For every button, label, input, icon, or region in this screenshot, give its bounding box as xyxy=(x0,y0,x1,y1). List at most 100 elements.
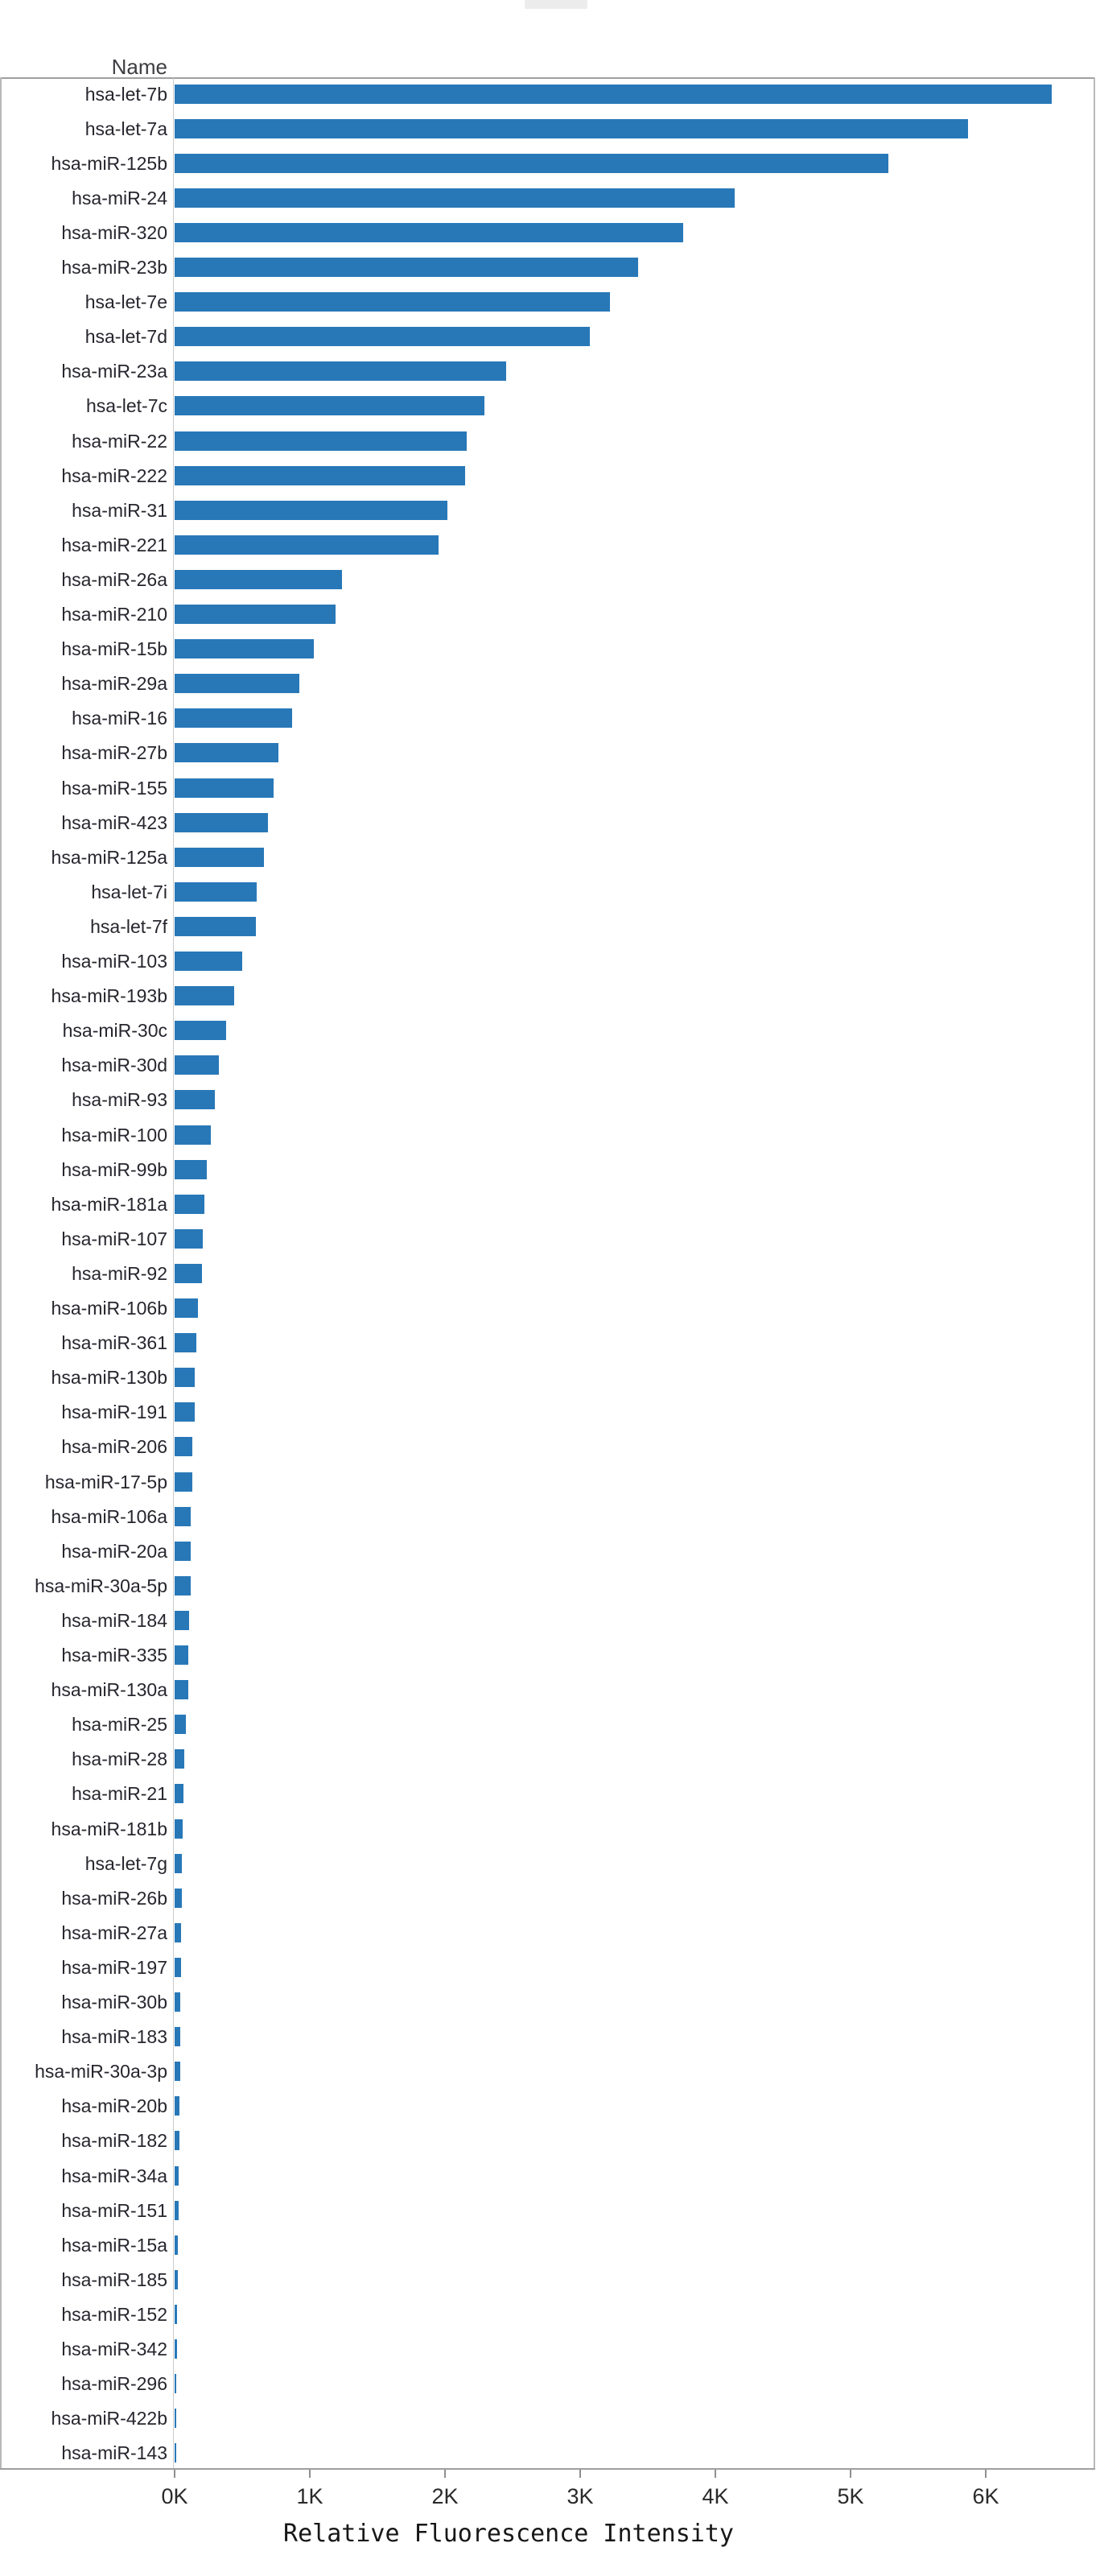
bar xyxy=(175,1541,191,1561)
bar xyxy=(175,2339,177,2359)
x-axis-tick-mark xyxy=(579,2470,581,2478)
bar xyxy=(175,361,506,382)
bar xyxy=(175,916,256,936)
x-axis-tick-mark xyxy=(444,2470,446,2478)
zero-baseline xyxy=(173,78,174,2469)
x-axis-tick-mark xyxy=(309,2470,311,2478)
row-label: hsa-miR-27a xyxy=(61,1922,167,1943)
bar xyxy=(175,2096,179,2116)
row-label: hsa-miR-16 xyxy=(72,708,167,729)
bar xyxy=(175,258,638,277)
bar xyxy=(175,2027,180,2047)
bar xyxy=(175,1575,191,1596)
bar xyxy=(175,2200,179,2220)
x-axis-title: Relative Fluorescence Intensity xyxy=(283,2520,734,2548)
bar xyxy=(175,1263,202,1283)
row-label: hsa-miR-15b xyxy=(61,638,167,660)
x-axis-tick-label: 0K xyxy=(161,2484,188,2508)
bar xyxy=(175,1228,203,1249)
row-label: hsa-let-7d xyxy=(84,326,167,348)
row-label: hsa-miR-125b xyxy=(51,152,167,174)
bar xyxy=(175,952,242,971)
row-label: hsa-let-7g xyxy=(84,1852,167,1874)
bar xyxy=(175,2374,176,2394)
row-label: hsa-miR-197 xyxy=(61,1956,167,1978)
row-label: hsa-let-7b xyxy=(84,83,167,105)
row-label: hsa-miR-342 xyxy=(61,2339,167,2359)
bar xyxy=(175,1749,184,1769)
x-axis-tick-label: 2K xyxy=(431,2484,459,2508)
row-label: hsa-miR-23a xyxy=(61,361,167,382)
bar xyxy=(175,465,465,485)
bar xyxy=(175,847,264,867)
x-axis-tick-mark xyxy=(985,2470,987,2478)
x-axis-tick-label: 6K xyxy=(972,2484,999,2508)
bar xyxy=(175,812,268,832)
bar xyxy=(175,1298,198,1318)
name-column-header: Name xyxy=(111,55,167,79)
row-label: hsa-miR-31 xyxy=(72,499,167,521)
row-label: hsa-miR-15a xyxy=(61,2234,167,2256)
x-axis-tick-label: 1K xyxy=(296,2484,323,2508)
x-axis-tick-label: 5K xyxy=(837,2484,864,2508)
bar xyxy=(175,1021,226,1041)
bar xyxy=(175,1922,181,1942)
bar xyxy=(175,153,888,173)
row-label: hsa-let-7f xyxy=(90,915,167,937)
row-label: hsa-miR-30c xyxy=(62,1020,167,1042)
bar xyxy=(175,569,342,589)
row-label: hsa-miR-210 xyxy=(61,604,167,625)
x-axis-tick-label: 4K xyxy=(702,2484,729,2508)
row-label: hsa-miR-130b xyxy=(51,1367,167,1389)
row-label: hsa-miR-28 xyxy=(72,1748,167,1770)
row-label: hsa-miR-106a xyxy=(51,1505,167,1527)
row-label: hsa-miR-30a-5p xyxy=(35,1575,167,1596)
row-label: hsa-miR-107 xyxy=(61,1228,167,1249)
bar xyxy=(175,1368,195,1388)
row-label: hsa-miR-181a xyxy=(51,1193,167,1215)
row-label: hsa-miR-184 xyxy=(61,1609,167,1631)
bar xyxy=(175,1194,204,1214)
plot-top-border xyxy=(0,77,1095,79)
bar xyxy=(175,1957,181,1977)
row-label: hsa-miR-21 xyxy=(72,1783,167,1805)
row-label: hsa-miR-206 xyxy=(61,1436,167,1458)
row-label: hsa-miR-335 xyxy=(61,1645,167,1666)
bar xyxy=(175,743,278,763)
bar xyxy=(175,2165,179,2186)
bar xyxy=(175,1715,186,1735)
x-axis-tick-mark xyxy=(174,2470,175,2478)
bar xyxy=(175,2304,177,2324)
row-label: hsa-miR-24 xyxy=(72,187,167,208)
bar xyxy=(175,986,234,1006)
row-label: hsa-miR-20b xyxy=(61,2095,167,2117)
row-label: hsa-miR-185 xyxy=(61,2268,167,2290)
row-label: hsa-let-7a xyxy=(84,118,167,139)
bar xyxy=(175,1610,189,1630)
row-label: hsa-miR-155 xyxy=(61,777,167,799)
row-label: hsa-miR-222 xyxy=(61,464,167,486)
bar xyxy=(175,222,683,242)
bar xyxy=(175,327,590,347)
bar xyxy=(175,1090,215,1110)
bar xyxy=(175,1818,183,1839)
bar xyxy=(175,2235,178,2255)
plot-right-border xyxy=(1094,77,1095,2470)
row-label: hsa-miR-320 xyxy=(61,221,167,243)
row-label: hsa-miR-22 xyxy=(72,430,167,452)
row-label: hsa-miR-27b xyxy=(61,742,167,764)
bar xyxy=(175,1159,207,1179)
x-axis-tick-label: 3K xyxy=(566,2484,594,2508)
row-label: hsa-miR-191 xyxy=(61,1402,167,1423)
row-label: hsa-miR-26a xyxy=(61,568,167,590)
bar xyxy=(175,2443,176,2463)
bar xyxy=(175,674,299,694)
row-label: hsa-miR-361 xyxy=(61,1332,167,1354)
bar xyxy=(175,1888,182,1908)
row-label: hsa-let-7c xyxy=(86,395,167,417)
bar xyxy=(175,1437,192,1457)
bar xyxy=(175,188,735,208)
bar xyxy=(175,2131,179,2151)
bar xyxy=(175,1992,180,2012)
row-label: hsa-miR-152 xyxy=(61,2303,167,2325)
